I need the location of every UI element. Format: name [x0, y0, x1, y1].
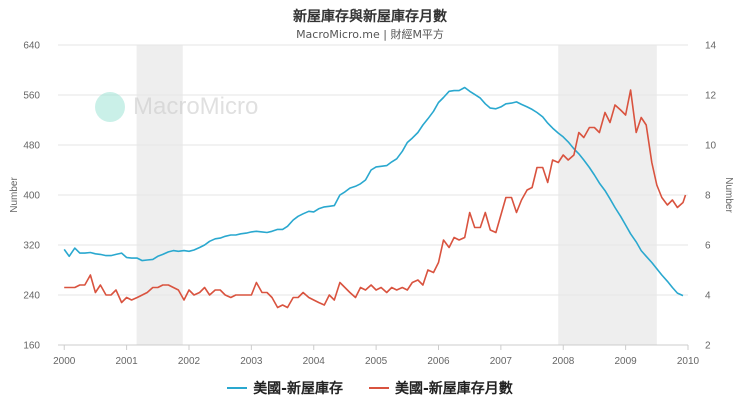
left-tick-label: 160 [23, 341, 40, 352]
right-tick-label: 2 [705, 341, 711, 352]
right-axis-title: Number [723, 177, 734, 213]
inventory-series-line [63, 86, 684, 297]
left-tick-label: 560 [23, 91, 40, 102]
left-tick-label: 480 [23, 141, 40, 152]
x-tick-label: 2010 [677, 356, 700, 367]
legend-swatch-inventory [227, 387, 248, 389]
x-tick-label: 2008 [552, 356, 575, 367]
legend-swatch-months [369, 387, 389, 389]
x-tick-label: 2003 [240, 356, 263, 367]
right-tick-label: 8 [705, 191, 711, 202]
x-tick-label: 2005 [365, 356, 388, 367]
x-tick-label: 2000 [53, 356, 76, 367]
legend: 美國-新屋庫存 美國-新屋庫存月數 [0, 378, 740, 398]
x-tick-label: 2007 [490, 356, 513, 367]
right-tick-label: 6 [705, 241, 711, 252]
right-tick-label: 12 [705, 91, 717, 102]
x-tick-label: 2001 [115, 356, 138, 367]
left-tick-label: 400 [23, 191, 40, 202]
watermark: MacroMicro [95, 92, 258, 122]
x-tick-label: 2004 [303, 356, 326, 367]
x-tick-label: 2006 [427, 356, 450, 367]
chart-title: 新屋庫存與新屋庫存月數 [293, 9, 447, 25]
left-axis-title: Number [9, 177, 20, 213]
left-tick-label: 320 [23, 241, 40, 252]
legend-item-inventory[interactable]: 美國-新屋庫存 [227, 378, 343, 398]
x-tick-label: 2009 [614, 356, 637, 367]
right-tick-label: 4 [705, 291, 711, 302]
x-tick-label: 2002 [178, 356, 201, 367]
left-tick-label: 640 [23, 41, 40, 52]
dual-axis-line-chart: 160 240 320 400 480 560 640 2 4 6 8 10 12 14 2000 2001 2… [9, 41, 734, 368]
watermark-text: MacroMicro [133, 93, 259, 120]
months-supply-series-line [64, 89, 687, 309]
legend-item-months[interactable]: 美國-新屋庫存月數 [369, 378, 513, 398]
chart-subtitle: MacroMicro.me | 財經M平方 [296, 28, 444, 41]
right-tick-label: 14 [705, 41, 717, 52]
right-tick-label: 10 [705, 141, 717, 152]
legend-label-months: 美國-新屋庫存月數 [395, 381, 513, 397]
legend-label-inventory: 美國-新屋庫存 [253, 381, 343, 397]
macromicro-logo-icon [95, 92, 125, 122]
left-tick-label: 240 [23, 291, 40, 302]
